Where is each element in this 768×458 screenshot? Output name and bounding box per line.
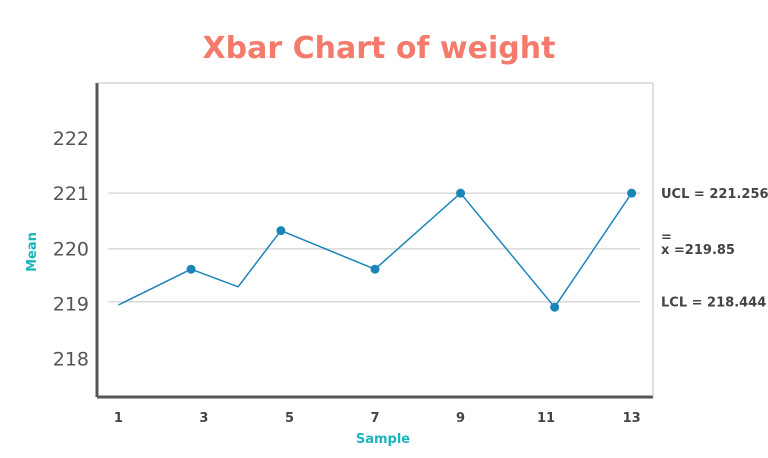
plot-frame-group [95, 82, 654, 399]
x-tick-label: 1 [114, 411, 123, 426]
y-axis-label: Mean [25, 232, 40, 272]
center-line-bar-symbol: = [661, 230, 672, 245]
y-tick-label: 221 [53, 183, 89, 205]
data-point [370, 264, 380, 274]
data-point [276, 226, 286, 236]
data-point [550, 302, 560, 312]
x-axis-label: Sample [356, 432, 410, 447]
y-axis-ticks: 218 219 220 221 222 [53, 128, 89, 370]
x-axis-ticks: 1 3 5 7 9 11 13 [114, 411, 641, 426]
y-tick-label: 220 [53, 238, 89, 260]
control-line-label-ucl: UCL = 221.256 [661, 187, 768, 202]
series-layer [118, 188, 637, 312]
data-point [186, 264, 196, 274]
x-tick-label: 11 [537, 411, 555, 426]
x-tick-label: 9 [456, 411, 465, 426]
series-line [118, 192, 633, 308]
chart-title: Xbar Chart of weight [203, 31, 556, 66]
y-tick-label: 219 [53, 293, 89, 315]
x-tick-label: 3 [199, 411, 208, 426]
x-tick-label: 5 [285, 411, 294, 426]
y-tick-label: 218 [53, 348, 89, 370]
x-tick-label: 7 [370, 411, 379, 426]
data-point [456, 188, 466, 198]
control-line-labels: UCL = 221.256 =x =219.85 LCL = 218.444 [661, 187, 768, 311]
control-lines [108, 192, 640, 303]
data-point [627, 188, 637, 198]
control-line-label-lcl: LCL = 218.444 [661, 296, 766, 311]
x-tick-label: 13 [623, 411, 641, 426]
y-tick-label: 222 [53, 128, 89, 150]
control-line-label-center: x =219.85 [661, 243, 735, 258]
